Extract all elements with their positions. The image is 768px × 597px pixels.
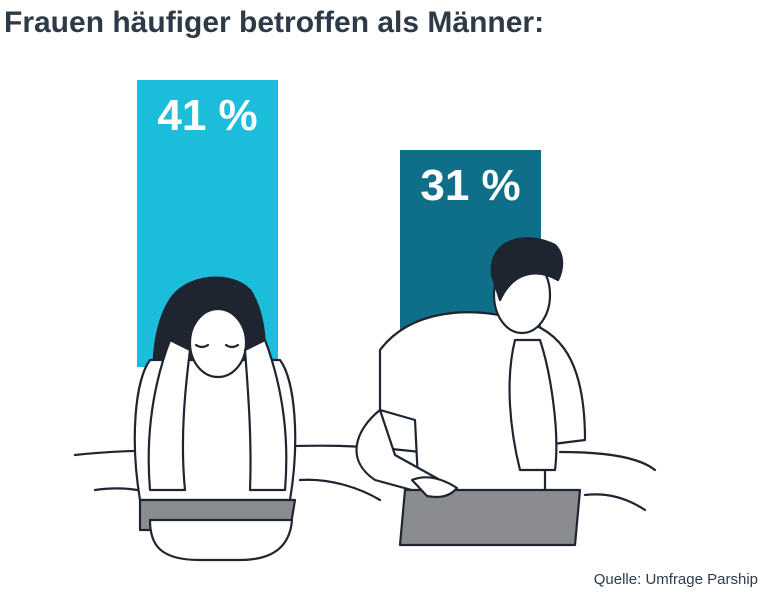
value-label: 31 %	[420, 161, 520, 210]
woman-illustration	[133, 276, 297, 562]
chart-title: Frauen häufiger betroffen als Männer:	[4, 6, 544, 39]
source: Quelle: Umfrage Parship	[594, 571, 758, 588]
man-illustration	[355, 237, 587, 547]
value-label: 41 %	[157, 91, 257, 140]
